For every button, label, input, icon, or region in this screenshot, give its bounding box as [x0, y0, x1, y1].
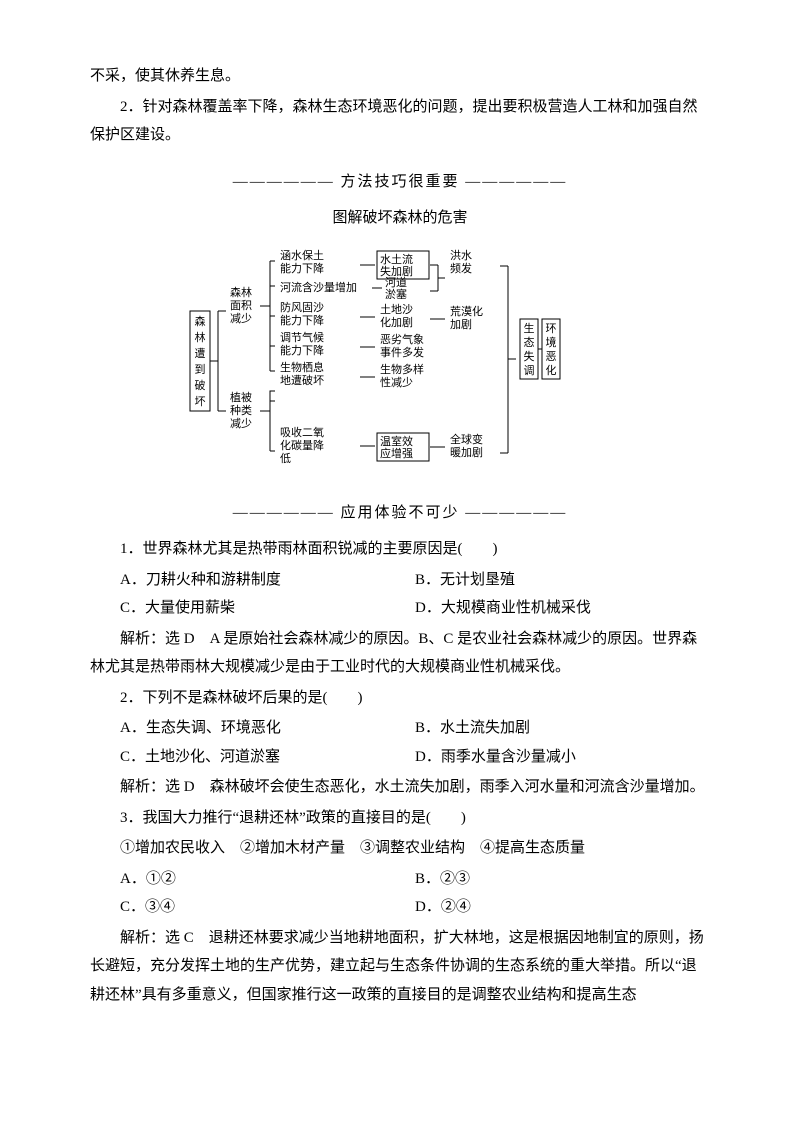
section-divider-apply: —————— 应用体验不可少 —————— — [90, 499, 710, 528]
r3-c2: 态 — [524, 336, 535, 349]
forest-danger-diagram: 森 林 遭 到 破 坏 森林 面积 减少 植被 种类 减少 涵水保土 能力下降 — [90, 241, 710, 481]
r1-l1: 洪水 — [450, 248, 472, 262]
q2-stem: 2．下列不是森林破坏后果的是( ) — [90, 684, 710, 713]
n2-l1: 河道 — [385, 275, 407, 289]
q3-opt-d: D．②④ — [415, 893, 710, 922]
q3-options: A．①② B．②③ C．③④ D．②④ — [120, 865, 710, 922]
m3-l1: 防风固沙 — [280, 300, 324, 314]
root-c3: 遭 — [195, 346, 206, 360]
root-c6: 坏 — [195, 395, 206, 408]
r5-l1: 全球变 — [450, 432, 483, 446]
q1-answer: 解析：选 D A 是原始社会森林减少的原因。B、C 是农业社会森林减少的原因。世… — [90, 625, 710, 682]
q1-opt-b: B．无计划垦殖 — [415, 566, 710, 595]
document-page: 不采，使其休养生息。 2．针对森林覆盖率下降，森林生态环境恶化的问题，提出要积极… — [0, 0, 800, 1051]
r3-c4: 调 — [524, 364, 535, 377]
r3-c1: 生 — [524, 321, 535, 335]
q3-opt-c: C．③④ — [120, 893, 415, 922]
root-c5: 破 — [195, 378, 206, 392]
q1-opt-a: A．刀耕火种和游耕制度 — [120, 566, 415, 595]
m2: 河流含沙量增加 — [280, 280, 357, 294]
q2-answer: 解析：选 D 森林破坏会使生态恶化，水土流失加剧，雨季入河水量和河流含沙量增加。 — [90, 773, 710, 802]
r2-l1: 荒漠化 — [450, 304, 483, 318]
q2-opt-a: A．生态失调、环境恶化 — [120, 714, 415, 743]
r4-c1: 环 — [546, 323, 557, 335]
m5-l1: 生物栖息 — [280, 360, 324, 374]
m4-l2: 能力下降 — [280, 343, 324, 357]
m1-l2: 能力下降 — [280, 261, 324, 275]
continuation-line-1: 不采，使其休养生息。 — [90, 62, 710, 91]
m5-l2: 地遭破坏 — [280, 373, 324, 387]
r2-l2: 加剧 — [450, 318, 472, 331]
q3-stem: 3．我国大力推行“退耕还林”政策的直接目的是( ) — [90, 804, 710, 833]
b2-l2: 种类 — [230, 403, 252, 417]
b2-l3: 减少 — [230, 417, 252, 430]
n1-l1: 水土流 — [380, 252, 413, 266]
n6-l2: 应增强 — [380, 446, 413, 460]
n5-l1: 生物多样 — [380, 362, 424, 376]
diagram-title: 图解破坏森林的危害 — [90, 204, 710, 233]
section-divider-method: —————— 方法技巧很重要 —————— — [90, 168, 710, 197]
b2-l1: 植被 — [230, 390, 252, 404]
q1-options: A．刀耕火种和游耕制度 B．无计划垦殖 C．大量使用薪柴 D．大规模商业性机械采… — [120, 566, 710, 623]
b1-l3: 减少 — [230, 312, 252, 325]
q3-opt-a: A．①② — [120, 865, 415, 894]
n5-l2: 性减少 — [380, 375, 413, 389]
q1-opt-c: C．大量使用薪柴 — [120, 594, 415, 623]
m6-l1: 吸收二氧 — [280, 425, 324, 439]
r1-l2: 频发 — [450, 261, 472, 275]
q3-answer: 解析：选 C 退耕还林要求减少当地耕地面积，扩大林地，这是根据因地制宜的原则，扬… — [90, 924, 710, 1010]
m1-l1: 涵水保土 — [280, 248, 324, 262]
q2-options: A．生态失调、环境恶化 B．水土流失加剧 C．土地沙化、河道淤塞 D．雨季水量含… — [120, 714, 710, 771]
n4-l1: 恶劣气象 — [380, 332, 424, 346]
m3-l2: 能力下降 — [280, 313, 324, 327]
r4-c3: 恶 — [546, 350, 557, 363]
root-c2: 林 — [195, 330, 206, 344]
n6-l1: 温室效 — [380, 434, 413, 448]
q1-opt-d: D．大规模商业性机械采伐 — [415, 594, 710, 623]
root-c1: 森 — [195, 314, 206, 328]
n2-l2: 淤塞 — [385, 287, 407, 301]
r4-c2: 境 — [546, 335, 557, 349]
q2-opt-b: B．水土流失加剧 — [415, 714, 710, 743]
root-c4: 到 — [195, 363, 206, 376]
m6-l2: 化碳量降 — [280, 438, 324, 452]
n3-l1: 土地沙 — [380, 303, 413, 316]
r3-c3: 失 — [524, 350, 535, 363]
n4-l2: 事件多发 — [380, 345, 424, 359]
b1-l1: 森林 — [230, 285, 252, 299]
b1-l2: 面积 — [230, 299, 252, 312]
r4-c4: 化 — [546, 363, 557, 377]
m4-l1: 调节气候 — [280, 330, 324, 344]
m6-l3: 低 — [280, 452, 291, 465]
q2-opt-d: D．雨季水量含沙量减小 — [415, 743, 710, 772]
r5-l2: 暖加剧 — [450, 446, 483, 459]
q3-opt-b: B．②③ — [415, 865, 710, 894]
q2-opt-c: C．土地沙化、河道淤塞 — [120, 743, 415, 772]
q1-stem: 1．世界森林尤其是热带雨林面积锐减的主要原因是( ) — [90, 535, 710, 564]
q3-list: ①增加农民收入 ②增加木材产量 ③调整农业结构 ④提高生态质量 — [90, 834, 710, 863]
n3-l2: 化加剧 — [380, 315, 413, 329]
paragraph-2: 2．针对森林覆盖率下降，森林生态环境恶化的问题，提出要积极营造人工林和加强自然保… — [90, 93, 710, 150]
